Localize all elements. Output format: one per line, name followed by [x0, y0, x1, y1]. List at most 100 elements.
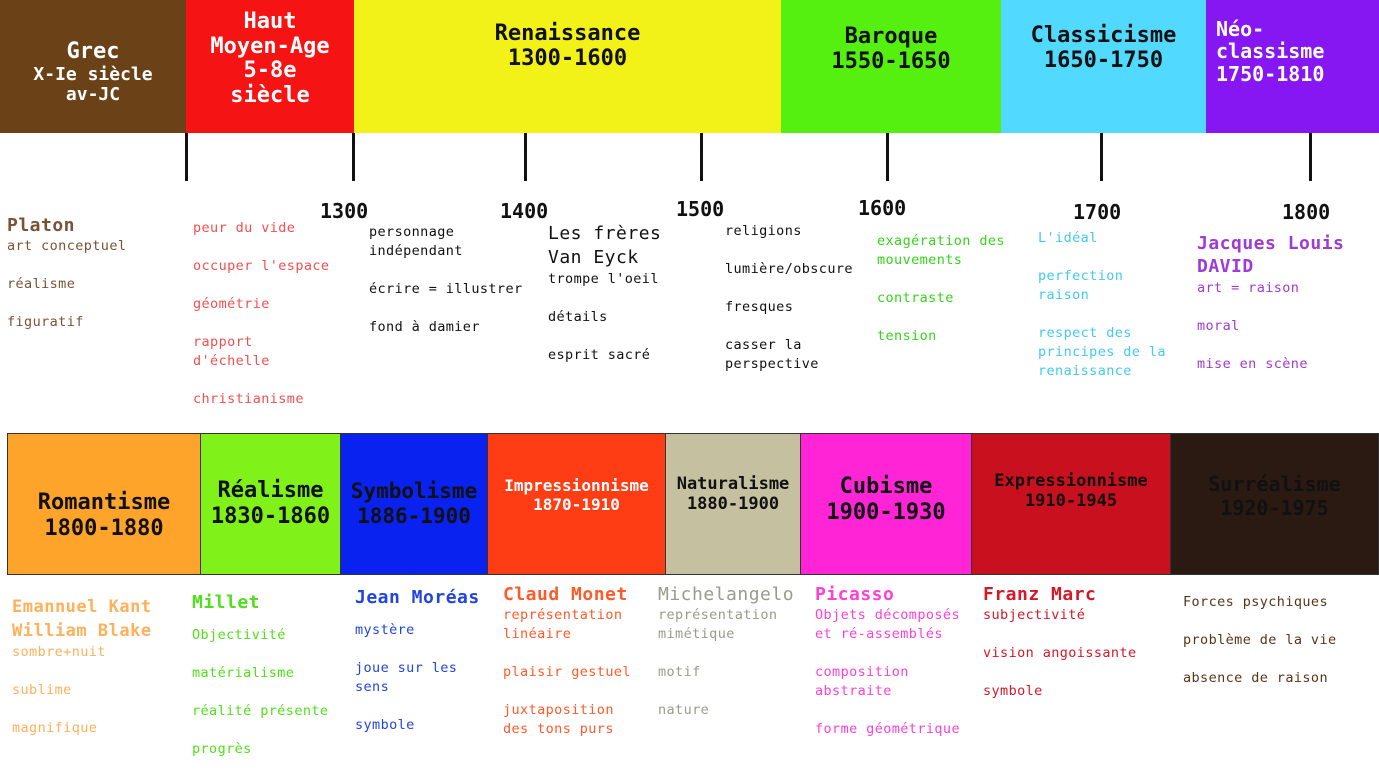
year-label: 1400 [500, 199, 549, 223]
period-title: Baroque [844, 24, 938, 49]
period-haut-moyen-age: Haut Moyen-Age 5-8e siècle [186, 0, 354, 133]
note-item: réalité présente [192, 703, 329, 720]
period-renaissance: Renaissance 1300-1600 [354, 0, 781, 133]
period-dates: 1300-1600 [507, 45, 628, 71]
period-symbolisme: Symbolisme 1886-1900 [341, 434, 488, 574]
note-item: perfection raison [1038, 268, 1124, 303]
period-title: Naturalisme [676, 474, 790, 494]
note-item: respect des principes de la renaissance [1038, 325, 1166, 379]
timeline-tick [886, 133, 889, 181]
period-dates: 1800-1880 [44, 516, 164, 542]
period-title: Grec [66, 39, 120, 64]
notes-1300: personnage indépendant écrire = illustre… [369, 223, 545, 353]
note-item: fresques [725, 299, 794, 315]
period-dates: 1920-1975 [1220, 496, 1329, 520]
period-impressionnisme: Impressionnisme 1870-1910 [488, 434, 666, 574]
timeline-tick [185, 133, 188, 181]
note-item: moral [1197, 317, 1240, 334]
period-dates: 1650-1750 [1043, 47, 1164, 73]
period-dates: X-Ie siècle av-JC [33, 63, 153, 105]
period-dates: 1750-1810 [1216, 61, 1325, 86]
period-cubisme: Cubisme 1900-1930 [801, 434, 972, 574]
timeline-tick [1309, 133, 1312, 181]
note-item: art = raison [1197, 279, 1300, 296]
period-title: Symbolisme [350, 479, 478, 503]
note-item: absence de raison [1183, 670, 1328, 686]
notes-1500: religions lumière/obscure fresques casse… [725, 222, 873, 382]
period-surrealisme: Surréalisme 1920-1975 [1171, 434, 1378, 574]
note-item: symbole [355, 717, 415, 734]
notes-impressionnisme: Claud Monet représentation linéaire plai… [503, 583, 653, 743]
note-item: représentation mimétique [658, 607, 778, 643]
period-title: Expressionnisme [994, 471, 1148, 491]
period-romantisme: Romantisme 1800-1880 [8, 434, 201, 574]
notes-moyen-age: peur du vide occuper l'espace géométrie … [193, 219, 351, 419]
note-item: rapport d'échelle [193, 334, 270, 369]
note-item: Objets décomposés et ré-assemblés [815, 607, 960, 643]
note-item: religions [725, 223, 802, 239]
notes-neo-classicisme: Jacques Louis DAVID art = raison moral m… [1197, 232, 1377, 382]
period-neo-classicisme: Néo- classisme 1750-1810 [1206, 0, 1379, 133]
year-label: 1500 [676, 197, 725, 221]
note-item: matérialisme [192, 665, 295, 682]
note-item: joue sur les sens [355, 660, 458, 696]
note-item: figuratif [7, 314, 84, 331]
notes-surrealisme: Forces psychiques problème de la vie abs… [1183, 593, 1373, 713]
period-dates: 1830-1860 [210, 504, 331, 530]
note-head: Les frères Van Eyck [548, 223, 662, 268]
period-title: Surréalisme [1208, 472, 1341, 496]
note-item: mystère [355, 622, 415, 639]
period-dates: 1910-1945 [1024, 491, 1118, 512]
note-item: Forces psychiques [1183, 594, 1328, 610]
note-item: magnifique [12, 720, 98, 736]
year-label: 1600 [858, 196, 907, 220]
note-head: Michelangelo [658, 584, 795, 605]
notes-baroque: exagération des mouvements contraste ten… [877, 232, 1032, 362]
period-title: Cubisme [839, 474, 933, 499]
period-baroque: Baroque 1550-1650 [781, 0, 1001, 133]
period-classicisme: Classicisme 1650-1750 [1001, 0, 1206, 133]
note-item: géométrie [193, 296, 270, 312]
note-head: Franz Marc [983, 584, 1097, 605]
note-item: symbole [983, 683, 1043, 700]
note-item: réalisme [7, 276, 76, 293]
note-head: Millet [192, 592, 261, 613]
note-item: sublime [12, 682, 72, 698]
note-head: Picasso [815, 584, 895, 605]
note-item: sombre+nuit [12, 644, 106, 660]
notes-romantisme: Emannuel Kant William Blake sombre+nuit … [12, 595, 192, 745]
notes-naturalisme: Michelangelo représentation mimétique mo… [658, 583, 810, 723]
note-head: Platon [7, 215, 76, 236]
note-head: Claud Monet [503, 584, 628, 605]
period-title: Néo- classisme [1216, 17, 1325, 64]
period-expressionnisme: Expressionnisme 1910-1945 [972, 434, 1171, 574]
notes-symbolisme: Jean Moréas mystère joue sur les sens sy… [355, 586, 500, 746]
period-dates: 1880-1900 [686, 494, 780, 515]
timeline-tick [352, 133, 355, 181]
note-item: L'idéal [1038, 230, 1098, 246]
period-title: Impressionnisme [504, 476, 649, 495]
period-band-bottom: Romantisme 1800-1880 Réalisme 1830-1860 … [7, 433, 1379, 575]
note-item: esprit sacré [548, 347, 651, 363]
period-naturalisme: Naturalisme 1880-1900 [666, 434, 801, 574]
period-title: Haut Moyen-Age [210, 9, 330, 59]
note-item: contraste [877, 290, 954, 306]
period-realisme: Réalisme 1830-1860 [201, 434, 341, 574]
note-item: peur du vide [193, 220, 296, 236]
notes-expressionnisme: Franz Marc subjectivité vision angoissan… [983, 583, 1163, 723]
note-item: fond à damier [369, 319, 480, 335]
note-item: Objectivité [192, 627, 286, 644]
note-item: juxtaposition des tons purs [503, 702, 614, 738]
period-title: Réalisme [217, 478, 324, 503]
note-item: subjectivité [983, 607, 1086, 624]
note-item: écrire = illustrer [369, 281, 523, 297]
note-item: art conceptuel [7, 238, 127, 255]
note-item: motif [658, 664, 701, 681]
timeline-tick [524, 133, 527, 181]
note-item: occuper l'espace [193, 258, 330, 274]
note-item: problème de la vie [1183, 632, 1337, 648]
period-dates: 1550-1650 [831, 48, 951, 74]
note-head: Emannuel Kant William Blake [12, 597, 152, 641]
note-item: plaisir gestuel [503, 664, 631, 681]
note-item: casser la perspective [725, 337, 819, 372]
